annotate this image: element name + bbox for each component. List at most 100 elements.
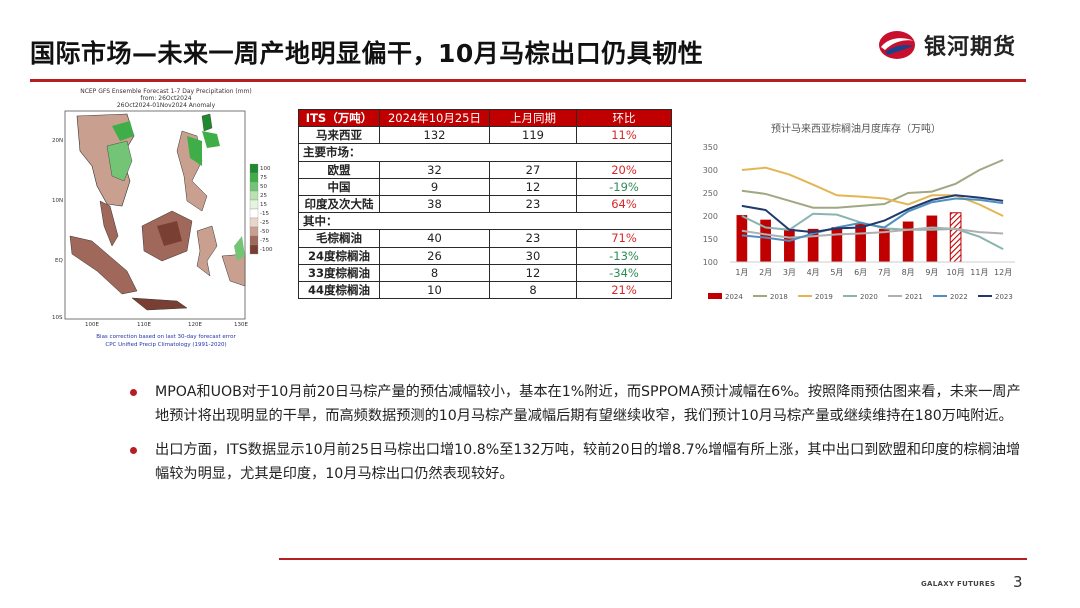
footer-brand: GALAXY FUTURES [921,580,996,588]
table-row: 44度棕榈油 10 8 21% [298,280,672,300]
lat-label-10s: 10S [52,315,63,321]
table-section-row: 其中： [298,212,672,231]
change-value: 71% [576,229,672,248]
change-value: 20% [576,160,672,179]
bar-2024 [831,227,843,262]
table-row: 中国 9 12 -19% [298,177,672,196]
legend-label: 100 [260,166,271,172]
series-line-2023 [741,194,1004,234]
company-logo: 银河期货 [876,28,1016,62]
page-title: 国际市场—未来一周产地明显偏干，10月马棕出口仍具韧性 [30,39,704,68]
table-row: 欧盟 32 27 20% [298,160,672,179]
legend-swatch [249,172,259,183]
map-footer-2: CPC Unified Precip Climatology (1991-202… [105,342,226,348]
bullet-exports: 出口方面，ITS数据显示10月前25日马棕出口增10.8%至132万吨，较前20… [130,439,1030,486]
change-value: -13% [576,246,672,265]
table-row: 33度棕榈油 8 12 -34% [298,263,672,282]
bullet-text: MPOA和UOB对于10月前20日马棕产量的预估减幅较小，基本在1%附近，而SP… [155,384,1021,424]
lat-label-eq: EQ [55,258,63,264]
previous-value: 8 [489,280,577,300]
current-value: 32 [379,160,490,179]
header-its: ITS（万吨） [298,108,380,128]
table-row: 马来西亚 132 119 11% [298,126,672,145]
x-tick-label: 1月 [735,268,748,277]
legend-swatch [249,208,259,219]
current-value: 8 [379,263,490,282]
row-label: 马来西亚 [298,126,380,145]
lon-label-100e: 100E [85,322,99,328]
row-label: 24度棕榈油 [298,246,380,265]
y-tick-label: 250 [703,189,718,198]
legend-label: 2020 [860,293,878,301]
bar-2024 [902,221,914,262]
landmass-layer [69,113,246,311]
bar-2024 [807,228,819,262]
section-label: 其中： [298,212,672,231]
previous-value: 23 [489,194,577,214]
lat-label-20n: 20N [52,138,63,144]
previous-value: 12 [489,263,577,282]
legend-label: 2024 [725,293,743,301]
legend-label: 50 [260,184,267,190]
map-title-2: from: 26Oct2024 [140,95,191,102]
section-label: 主要市场： [298,143,672,162]
bullet-production: MPOA和UOB对于10月前20日马棕产量的预估减幅较小，基本在1%附近，而SP… [130,381,1030,428]
legend-swatch [249,244,259,255]
legend-label: -15 [260,211,269,217]
lon-label-120e: 120E [188,322,202,328]
page-number: 3 [1013,573,1023,591]
x-tick-label: 9月 [925,268,938,277]
legend-swatch [249,199,259,210]
legend-swatch [708,293,722,299]
map-footer-1: Bias correction based on last 30-day for… [96,334,236,340]
previous-value: 12 [489,177,577,196]
legend-label: 2021 [905,293,923,301]
series-line-2019 [741,166,1004,217]
current-value: 9 [379,177,490,196]
galaxy-logo-icon [879,31,915,59]
footer-divider [279,558,1027,560]
table-row: 24度棕榈油 26 30 -13% [298,246,672,265]
current-value: 26 [379,246,490,265]
bullet-dot-icon [130,389,137,396]
analysis-bullets: MPOA和UOB对于10月前20日马棕产量的预估减幅较小，基本在1%附近，而SP… [130,381,1030,497]
previous-value: 27 [489,160,577,179]
bar-2024 [926,215,938,262]
chart-title: 预计马来西亚棕榈油月度库存（万吨） [771,122,941,135]
y-tick-label: 300 [703,166,718,175]
legend-label: 2019 [815,293,833,301]
x-tick-label: 7月 [878,268,891,277]
row-label: 44度棕榈油 [298,280,380,300]
legend-swatch [249,181,259,192]
current-value: 132 [379,126,490,145]
map-title-3: 26Oct2024-01Nov2024 Anomaly [117,102,216,109]
logo-text: 银河期货 [924,35,1017,60]
series-line-2021 [741,226,1004,239]
malaysia-palm-stock-chart: 预计马来西亚棕榈油月度库存（万吨） 100 150 200 250 300 350 1月 2月… [690,112,1025,307]
previous-value: 23 [489,229,577,248]
x-tick-label: 10月 [947,268,965,277]
legend-label: 2018 [770,293,788,301]
y-tick-label: 350 [703,143,718,152]
series-line-2022 [741,197,1004,242]
table-row: 毛棕榈油 40 23 71% [298,229,672,248]
table-section-row: 主要市场： [298,143,672,162]
bar-2024 [760,219,771,262]
header-current: 2024年10月25日 [379,108,490,128]
x-tick-label: 5月 [830,268,843,277]
x-tick-label: 8月 [902,268,915,277]
row-label: 印度及次大陆 [298,194,380,214]
legend-swatch [249,217,259,228]
row-label: 毛棕榈油 [298,229,380,248]
legend-label: 75 [260,175,267,181]
change-value: 64% [576,194,672,214]
bar-2024 [855,223,866,262]
y-tick-label: 150 [703,235,718,244]
x-tick-label: 2月 [759,268,772,277]
legend-swatch [249,190,259,201]
legend-swatch [249,163,259,174]
legend-swatch [249,226,259,237]
legend-swatch [249,235,259,246]
header-change: 环比 [576,108,672,128]
current-value: 10 [379,280,490,300]
